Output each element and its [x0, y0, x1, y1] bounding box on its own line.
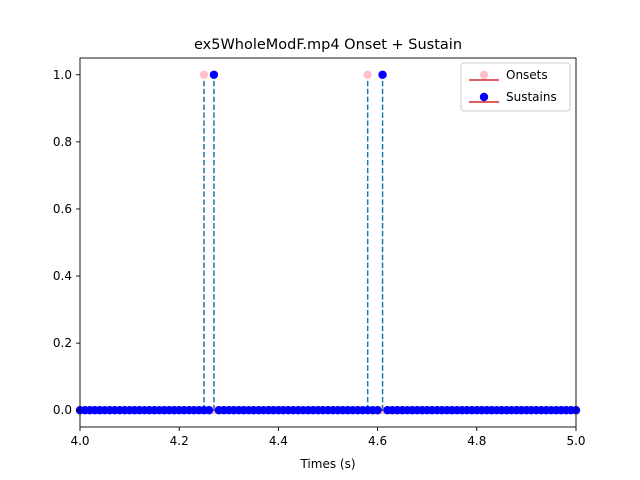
data-point — [378, 70, 387, 79]
y-tick-label: 1.0 — [53, 68, 72, 82]
x-tick-label: 4.2 — [170, 434, 189, 448]
data-point — [363, 70, 372, 79]
x-tick-label: 4.4 — [269, 434, 288, 448]
axes-frame — [79, 57, 577, 428]
series-sustains — [75, 70, 581, 415]
y-tick-label: 0.8 — [53, 135, 72, 149]
x-tick-label: 5.0 — [566, 434, 585, 448]
legend: Onsets Sustains — [460, 62, 571, 112]
legend-label-onsets: Onsets — [506, 68, 548, 82]
x-tick-label: 4.8 — [467, 434, 486, 448]
series-onsets — [75, 70, 581, 415]
legend-box — [460, 62, 571, 112]
x-axis: 4.0 4.2 4.4 4.6 4.8 5.0 — [70, 427, 586, 448]
y-tick-label: 0.2 — [53, 336, 72, 350]
y-tick-label: 0.6 — [53, 202, 72, 216]
x-axis-label: Times (s) — [299, 457, 355, 471]
y-tick-label: 0.0 — [53, 403, 72, 417]
legend-label-sustains: Sustains — [506, 90, 557, 104]
y-axis: 0.0 0.2 0.4 0.6 0.8 1.0 — [53, 68, 80, 417]
legend-marker — [479, 92, 489, 102]
y-tick-label: 0.4 — [53, 269, 72, 283]
data-point — [204, 406, 214, 415]
legend-marker — [479, 70, 489, 80]
x-tick-label: 4.6 — [368, 434, 387, 448]
data-point — [209, 70, 219, 79]
x-tick-label: 4.0 — [70, 434, 89, 448]
data-point — [373, 406, 382, 415]
chart-title: ex5WholeModF.mp4 Onset + Sustain — [194, 37, 462, 53]
data-point — [199, 70, 209, 79]
plot-area — [75, 70, 581, 415]
